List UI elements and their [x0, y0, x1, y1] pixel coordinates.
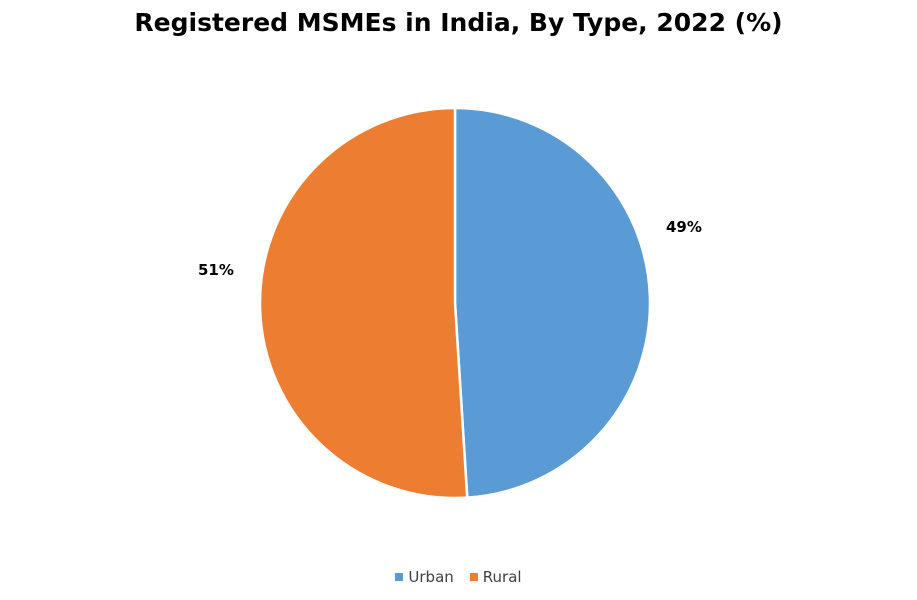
- legend-item-rural: Rural: [469, 568, 522, 586]
- legend: Urban Rural: [0, 568, 917, 586]
- pie-slice-rural: [258, 106, 469, 500]
- chart-title: Registered MSMEs in India, By Type, 2022…: [134, 8, 783, 37]
- pie-slice-urban: [453, 106, 652, 499]
- data-label-urban: 49%: [666, 218, 702, 236]
- legend-label-urban: Urban: [408, 568, 454, 586]
- data-label-rural: 51%: [198, 261, 234, 279]
- legend-swatch-urban: [395, 573, 404, 581]
- legend-label-rural: Rural: [482, 568, 522, 586]
- legend-swatch-rural: [469, 573, 478, 581]
- legend-item-urban: Urban: [395, 568, 454, 586]
